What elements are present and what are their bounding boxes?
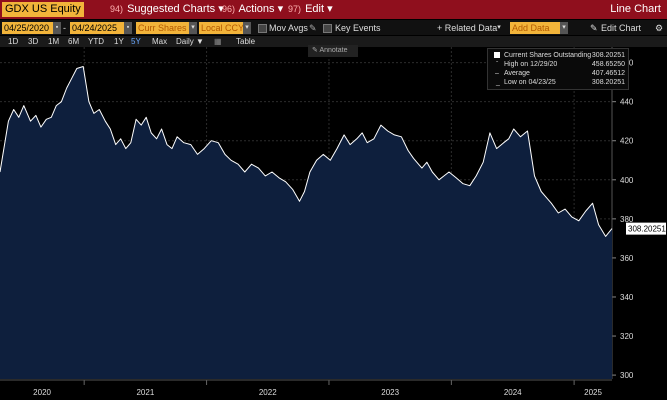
series-swatch	[494, 52, 500, 58]
suggested-charts-menu[interactable]: 94) Suggested Charts ▾	[110, 2, 224, 17]
security-field[interactable]: Curr Shares O	[136, 22, 196, 34]
y-tick-label: 320	[620, 332, 634, 341]
range-1m[interactable]: 1M	[48, 37, 60, 46]
edit-label: Edit	[305, 3, 325, 15]
annotate-button[interactable]: ✎ Annotate	[308, 45, 358, 57]
actions-label: Actions	[238, 3, 275, 15]
edit-number: 97)	[288, 4, 302, 14]
x-tick-label: 2022	[259, 388, 277, 397]
chevron-down-icon: ▾	[327, 3, 333, 15]
x-tick-label: 2023	[381, 388, 399, 397]
y-tick-label: 400	[620, 176, 634, 185]
series-area	[0, 66, 612, 379]
y-tick-label: 360	[620, 254, 634, 263]
mov-avgs-label: Mov Avgs	[269, 23, 308, 33]
chevron-down-icon[interactable]: ▾	[560, 22, 568, 34]
suggested-charts-label: Suggested Charts	[127, 3, 216, 15]
range-3d[interactable]: 3D	[28, 37, 39, 46]
y-tick-label: 380	[620, 215, 634, 224]
x-tick-label: 2024	[504, 388, 522, 397]
key-events-label: Key Events	[335, 23, 381, 33]
average-marker-icon: –	[495, 70, 499, 77]
last-value-label: 308.20251	[628, 225, 666, 234]
chevron-down-icon[interactable]: ▾	[189, 22, 197, 34]
legend-average-value: 407.46512	[591, 70, 625, 77]
frequency-dropdown[interactable]: Daily ▼	[176, 36, 204, 47]
table-button[interactable]: Table	[236, 37, 256, 46]
y-tick-label: 300	[620, 371, 634, 380]
range-ytd[interactable]: YTD	[88, 37, 104, 46]
actions-menu[interactable]: 96) Actions ▾	[222, 2, 283, 17]
line-chart[interactable]: 3003203403603804004204404602020202120222…	[0, 47, 667, 400]
top-toolbar	[0, 0, 667, 19]
suggested-charts-number: 94)	[110, 4, 124, 14]
x-tick-label: 2020	[33, 388, 51, 397]
legend-high-label: High on 12/29/20	[504, 61, 558, 68]
end-date-field[interactable]: 04/24/2025	[70, 22, 124, 34]
series-line	[0, 66, 613, 237]
key-events-checkbox[interactable]	[323, 24, 332, 33]
legend-low-label: Low on 04/23/25	[504, 79, 556, 86]
legend-high-value: 458.65250	[591, 61, 625, 68]
high-marker-icon: ˉ	[496, 61, 499, 68]
calendar-icon[interactable]: ▪	[53, 22, 61, 34]
x-tick-label: 2021	[136, 388, 154, 397]
y-tick-label: 340	[620, 293, 634, 302]
chevron-down-icon[interactable]: ▾	[497, 24, 501, 31]
range-1y[interactable]: 1Y	[114, 37, 124, 46]
ticker-field[interactable]: GDX US Equity	[2, 2, 84, 17]
calendar-icon[interactable]: ▪	[124, 22, 132, 34]
mov-avgs-checkbox[interactable]	[258, 24, 267, 33]
y-tick-label: 440	[620, 98, 634, 107]
legend-series-value: 308.20251	[591, 52, 625, 59]
range-6m[interactable]: 6M	[68, 37, 80, 46]
y-tick-label: 420	[620, 137, 634, 146]
annotate-label: Annotate	[319, 47, 348, 54]
pencil-icon[interactable]: ✎	[590, 23, 598, 33]
chevron-down-icon: ▾	[277, 3, 284, 15]
legend-average-label: Average	[504, 70, 530, 77]
legend-low-value: 308.20251	[591, 79, 625, 86]
range-1d[interactable]: 1D	[8, 37, 19, 46]
range-max[interactable]: Max	[152, 37, 168, 46]
edit-menu[interactable]: 97) Edit ▾	[288, 2, 333, 17]
legend-series-name: Current Shares Outstanding	[504, 52, 592, 59]
chevron-down-icon: ▼	[196, 37, 204, 46]
range-row	[0, 36, 667, 47]
frequency-label: Daily	[176, 37, 194, 46]
settings-icon[interactable]: ⚙	[655, 23, 664, 33]
start-date-field[interactable]: 04/25/2020	[2, 22, 54, 34]
legend-box: Current Shares Outstanding 308.20251 ˉ H…	[487, 48, 629, 90]
x-tick-label: 2025	[584, 388, 602, 397]
table-icon[interactable]: ▦	[214, 37, 222, 46]
chevron-down-icon[interactable]: ▾	[243, 22, 251, 34]
date-separator: -	[63, 23, 66, 33]
view-title: Line Chart	[610, 3, 661, 15]
last-value-badge	[626, 222, 666, 235]
range-5y[interactable]: 5Y	[131, 37, 141, 46]
low-marker-icon: _	[496, 79, 500, 86]
actions-number: 96)	[222, 4, 236, 14]
pencil-icon: ✎	[312, 47, 318, 54]
pencil-icon[interactable]: ✎	[309, 23, 317, 33]
related-data-button[interactable]: + Related Data	[437, 23, 498, 33]
edit-chart-button[interactable]: Edit Chart	[601, 23, 642, 33]
chevron-down-icon: ▾	[218, 3, 224, 15]
currency-field[interactable]: Local CCY	[199, 22, 243, 34]
add-data-field[interactable]: Add Data	[510, 22, 560, 34]
